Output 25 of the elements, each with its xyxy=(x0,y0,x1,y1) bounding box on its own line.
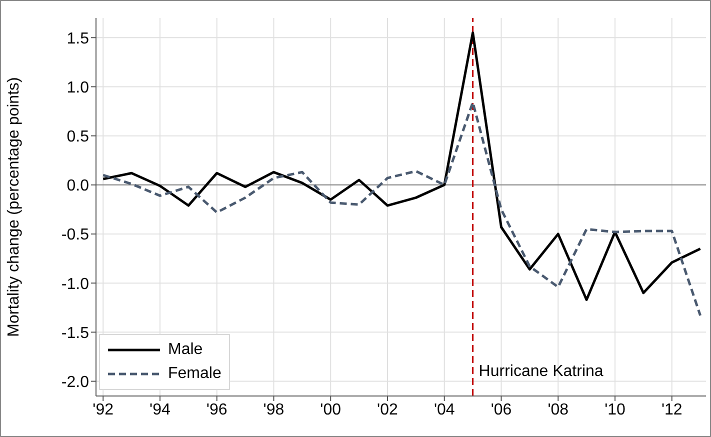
x-tick-label: '98 xyxy=(263,401,284,418)
y-tick-label: 0.0 xyxy=(66,178,90,195)
y-tick-label: -1.0 xyxy=(61,276,90,293)
x-tick-label: '10 xyxy=(604,401,626,418)
y-tick-label: 1.5 xyxy=(66,30,90,48)
y-tick-label: -0.5 xyxy=(61,226,90,244)
line-series xyxy=(102,101,702,317)
x-tick-label: '06 xyxy=(490,401,512,418)
x-tick-label: '02 xyxy=(377,401,398,418)
y-tick-label: 0.5 xyxy=(66,128,90,146)
x-tick-label: '96 xyxy=(206,401,228,418)
x-tick-label: '00 xyxy=(320,401,342,418)
y-tick-label: 1.0 xyxy=(66,79,90,96)
y-tick-label: -1.5 xyxy=(61,324,90,342)
legend-label: Male xyxy=(168,341,203,359)
x-tick-label: '94 xyxy=(150,401,171,418)
legend-label: Female xyxy=(168,365,222,383)
x-tick-label: '08 xyxy=(548,401,569,418)
x-tick-label: '04 xyxy=(434,401,455,418)
ref-line-label: Hurricane Katrina xyxy=(478,363,604,380)
x-tick-label: '12 xyxy=(661,401,682,418)
line-series xyxy=(102,31,702,302)
y-axis-title: Mortality change (percentage points) xyxy=(6,77,23,337)
x-tick-label: '92 xyxy=(92,401,114,418)
y-tick-label: -2.0 xyxy=(61,374,90,391)
